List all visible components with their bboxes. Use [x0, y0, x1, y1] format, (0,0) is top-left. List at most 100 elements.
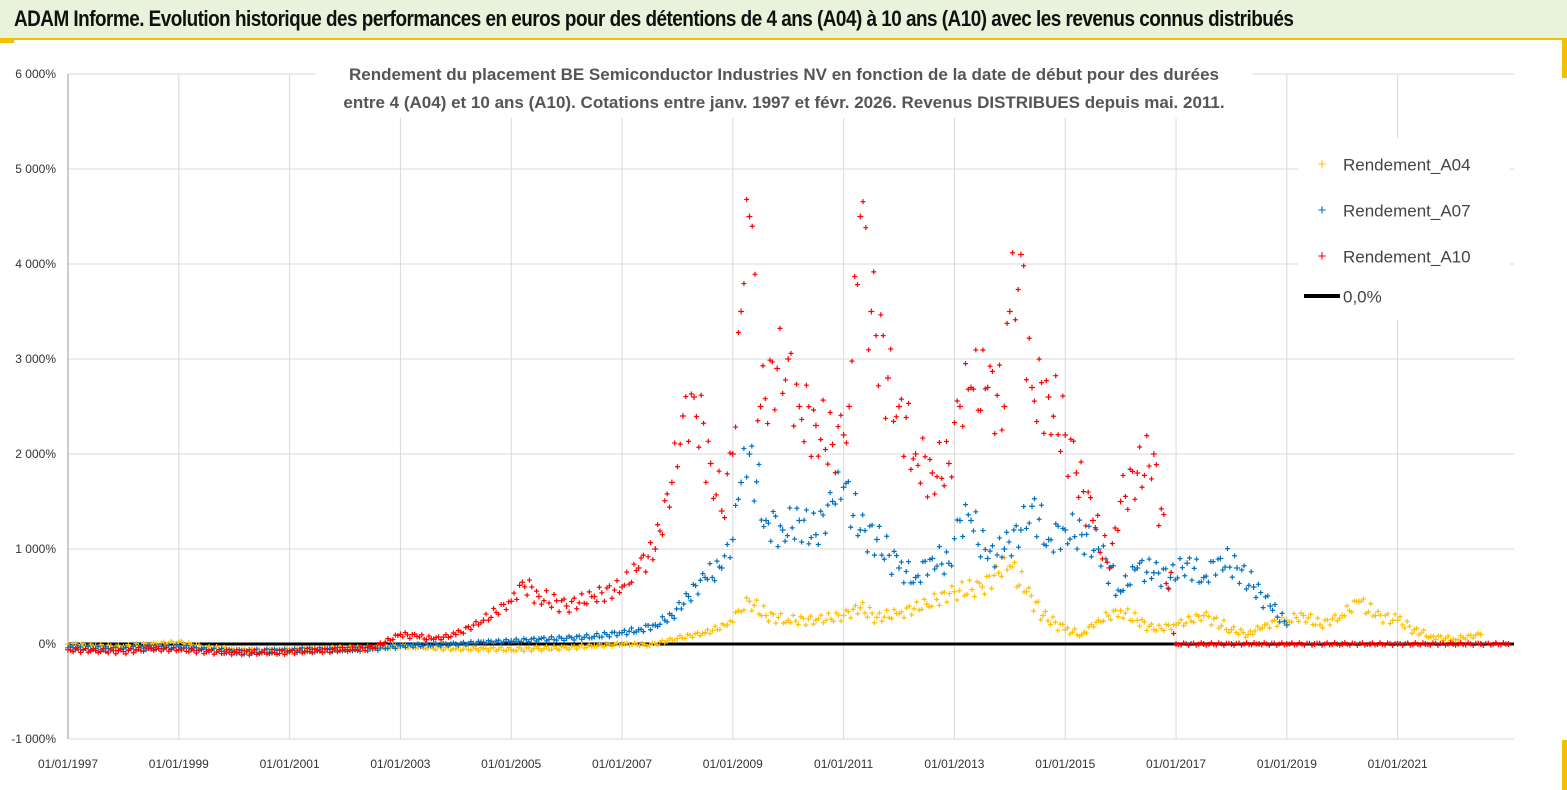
interpolated-points	[1453, 630, 1481, 643]
data-point	[1217, 555, 1224, 562]
interpolated-points	[960, 502, 971, 540]
legend-marker-a04: +	[1318, 156, 1327, 173]
interpolated-points	[1092, 512, 1110, 565]
interpolated-points	[710, 468, 722, 501]
interpolated-points	[1369, 640, 1398, 648]
interpolated-points	[843, 603, 861, 621]
data-point	[1283, 622, 1290, 628]
x-tick-label: 01/01/2017	[1146, 757, 1206, 771]
corner-mark-top-right	[1562, 38, 1567, 78]
interpolated-points	[400, 640, 429, 650]
interpolated-points	[898, 559, 916, 586]
interpolated-points	[1031, 496, 1049, 549]
series-rendement-a10	[65, 196, 1512, 658]
data-point	[1300, 612, 1307, 619]
interpolated-points	[317, 644, 345, 656]
interpolated-points	[705, 621, 728, 637]
data-point	[763, 517, 770, 524]
chart-title-line-2: entre 4 (A04) et 10 ans (A10). Cotations…	[343, 93, 1224, 112]
x-axis-ticks: 01/01/1997 01/01/1999 01/01/2001 01/01/2003…	[38, 757, 1428, 771]
data-point	[1372, 612, 1379, 619]
corner-mark-bottom-right	[1562, 740, 1567, 790]
interpolated-points	[788, 350, 800, 429]
interpolated-points	[1065, 511, 1082, 552]
interpolated-points	[987, 362, 1005, 437]
interpolated-points	[594, 640, 623, 650]
interpolated-points	[522, 577, 540, 606]
interpolated-points	[1176, 612, 1204, 629]
data-point	[757, 403, 764, 410]
data-point	[979, 584, 986, 590]
interpolated-points	[372, 632, 401, 652]
y-tick-label: 5 000%	[15, 162, 56, 176]
interpolated-points	[705, 558, 722, 584]
interpolated-points	[1081, 619, 1099, 636]
legend-marker-a10: +	[1318, 248, 1327, 265]
interpolated-points	[722, 541, 733, 561]
data-point	[258, 649, 265, 656]
interpolated-points	[932, 438, 950, 497]
interpolated-points	[566, 632, 595, 643]
data-point	[857, 527, 864, 533]
data-point	[945, 460, 952, 467]
y-tick-label: 6 000%	[15, 67, 56, 81]
interpolated-points	[1081, 523, 1099, 560]
data-point	[929, 555, 936, 562]
interpolated-points	[538, 643, 567, 654]
data-point	[1045, 394, 1052, 400]
interpolated-points	[1270, 601, 1287, 625]
legend-marker-a07: +	[1318, 202, 1327, 219]
x-tick-label: 01/01/2021	[1368, 757, 1428, 771]
interpolated-points	[1203, 556, 1221, 585]
data-point	[873, 536, 880, 543]
data-point	[956, 403, 963, 410]
interpolated-points	[416, 632, 434, 643]
interpolated-points	[1397, 640, 1426, 648]
interpolated-points	[1137, 433, 1155, 490]
interpolated-points	[1021, 263, 1032, 383]
interpolated-points	[683, 391, 694, 444]
interpolated-points	[843, 440, 849, 446]
interpolated-points	[621, 625, 639, 638]
interpolated-points	[876, 523, 900, 577]
interpolated-points	[1048, 373, 1066, 454]
x-tick-label: 01/01/2009	[703, 757, 763, 771]
interpolated-points	[1153, 560, 1171, 591]
interpolated-points	[538, 634, 567, 644]
interpolated-points	[782, 505, 800, 544]
interpolated-points	[1004, 320, 1010, 326]
data-point	[912, 451, 919, 457]
interpolated-points	[741, 446, 750, 480]
data-point	[1089, 517, 1096, 524]
data-point	[635, 565, 642, 571]
interpolated-points	[799, 382, 817, 459]
interpolated-points	[688, 571, 706, 604]
data-point	[1233, 565, 1240, 571]
data-point	[1200, 612, 1207, 619]
data-point	[1134, 565, 1141, 571]
interpolated-points	[1430, 633, 1454, 643]
header-bar: ADAM Informe. Evolution historique des p…	[0, 0, 1567, 40]
interpolated-points	[1480, 640, 1509, 648]
interpolated-points	[733, 496, 741, 508]
data-point	[1117, 498, 1124, 505]
interpolated-points	[727, 609, 739, 625]
data-point	[1062, 432, 1069, 438]
interpolated-points	[400, 630, 418, 641]
interpolated-points	[815, 397, 833, 467]
interpolated-points	[898, 396, 916, 472]
interpolated-points	[949, 398, 960, 480]
data-point	[812, 531, 819, 538]
interpolated-points	[677, 630, 706, 641]
series-rendement-a04	[65, 555, 1484, 657]
data-point	[1394, 617, 1401, 624]
data-point	[724, 622, 731, 628]
interpolated-points	[594, 578, 623, 605]
data-point	[591, 633, 598, 640]
interpolated-points	[455, 619, 484, 636]
interpolated-points	[766, 610, 789, 626]
data-point	[729, 451, 736, 457]
interpolated-points	[1065, 436, 1077, 479]
interpolated-points	[511, 582, 523, 602]
chart-title-line-1: Rendement du placement BE Semiconductor …	[349, 65, 1219, 84]
